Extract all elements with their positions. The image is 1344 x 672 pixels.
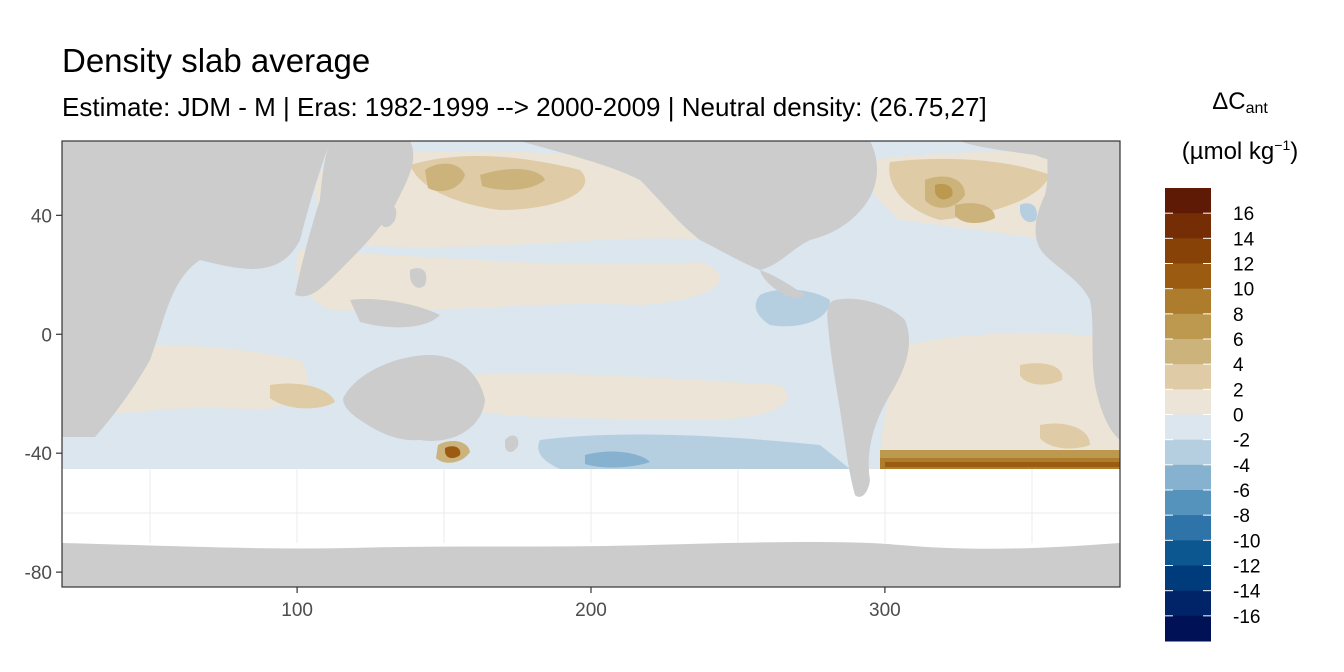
legend-unit: (µmol kg−1) (1160, 137, 1320, 166)
legend-swatch (1165, 288, 1211, 315)
legend-swatch (1165, 213, 1211, 239)
legend-label: -8 (1233, 506, 1250, 527)
legend-swatch (1165, 339, 1211, 365)
legend-swatch (1165, 313, 1211, 340)
chart-subtitle: Estimate: JDM - M | Eras: 1982-1999 --> … (62, 92, 987, 122)
legend-swatch (1165, 565, 1211, 592)
grid-lines (62, 469, 1120, 543)
legend-label: 16 (1233, 204, 1254, 225)
legend-swatch (1165, 188, 1211, 214)
legend-label: -4 (1233, 456, 1250, 477)
legend-label: -12 (1233, 557, 1260, 578)
legend-title: ΔCant (1160, 88, 1320, 118)
legend-swatch (1165, 540, 1211, 566)
legend-swatch (1165, 515, 1211, 541)
legend-label: 2 (1233, 380, 1244, 401)
legend-label: 6 (1233, 330, 1244, 351)
legend-unit-sup: −1 (1274, 137, 1291, 153)
legend-swatch (1165, 364, 1211, 390)
legend-swatch (1165, 464, 1211, 491)
legend-swatch (1165, 238, 1211, 264)
y-tick-label: -80 (25, 563, 52, 584)
y-tick-label: 0 (41, 325, 52, 346)
legend-swatch (1165, 263, 1211, 290)
legend-swatch (1165, 615, 1211, 642)
legend-label: -16 (1233, 607, 1260, 628)
x-tick-label: 100 (281, 600, 313, 621)
legend-label: 0 (1233, 406, 1244, 427)
x-tick-label: 200 (575, 600, 607, 621)
legend-colorbar: 16 14 12 10 8 6 4 2 0 -2 -4 -6 -8 -10 -12 -14 -16 (1165, 188, 1261, 642)
chart-title: Density slab average (62, 42, 371, 79)
legend-label: 4 (1233, 355, 1244, 376)
legend-label: -2 (1233, 431, 1250, 452)
legend-unit-suffix: ) (1290, 138, 1299, 165)
legend-label: -6 (1233, 481, 1250, 502)
legend-unit-prefix: (µmol kg (1181, 138, 1275, 165)
legend-swatch (1165, 490, 1211, 516)
legend-label: -14 (1233, 582, 1261, 603)
y-tick-label: 40 (31, 206, 52, 227)
legend-swatch (1165, 590, 1211, 617)
legend-title-main: ΔC (1212, 88, 1246, 115)
legend-swatch (1165, 389, 1211, 415)
legend-label: 14 (1233, 229, 1255, 250)
x-tick-label: 300 (869, 600, 901, 621)
legend-swatch (1165, 439, 1211, 466)
y-tick-label: -40 (25, 444, 52, 465)
legend-label: 8 (1233, 305, 1244, 326)
legend-label: 12 (1233, 255, 1254, 276)
legend-title-sub: ant (1245, 100, 1268, 117)
legend-swatch (1165, 414, 1211, 441)
legend-label: -10 (1233, 531, 1260, 552)
land-masses (62, 141, 1120, 587)
legend-label: 10 (1233, 280, 1254, 301)
